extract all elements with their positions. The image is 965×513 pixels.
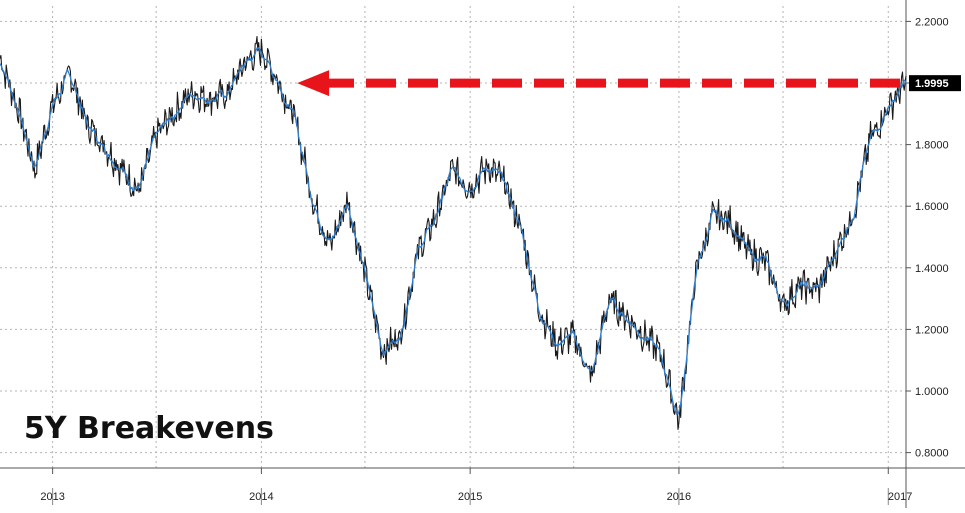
- y-tick-label: 2.2000: [915, 16, 949, 28]
- x-tick-label: 2014: [249, 491, 273, 503]
- series-line-smoothed: [0, 47, 907, 415]
- y-tick-label: 1.8000: [915, 140, 949, 152]
- x-tick-label: 2015: [458, 491, 482, 503]
- annotation-arrow-head: [297, 70, 330, 97]
- last-value-box: [909, 75, 961, 92]
- y-tick-label: 1.4000: [915, 263, 949, 275]
- x-tick-label: 2017: [888, 491, 912, 503]
- y-tick-label: 0.8000: [915, 448, 949, 460]
- y-tick-label: 1.6000: [915, 201, 949, 213]
- y-tick-label: 1.0000: [915, 386, 949, 398]
- x-tick-label: 2016: [667, 491, 691, 503]
- chart-title: 5Y Breakevens: [24, 411, 274, 446]
- last-value-label: 1.9995: [915, 78, 949, 90]
- y-tick-label: 1.2000: [915, 324, 949, 336]
- series-line-price: [0, 36, 907, 430]
- x-tick-label: 2013: [40, 491, 64, 503]
